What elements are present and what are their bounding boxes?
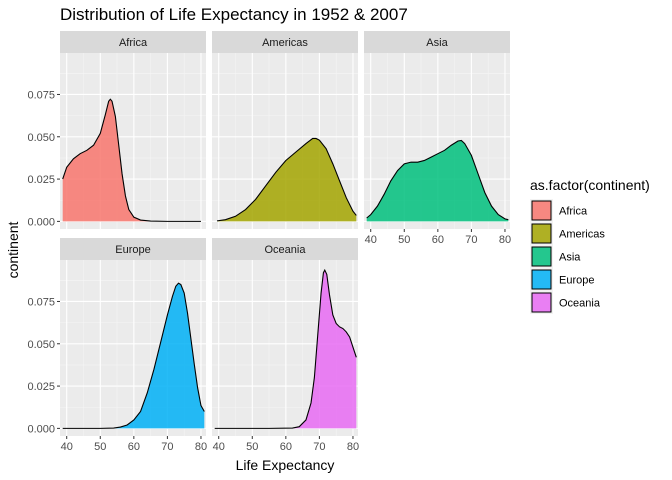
density-line-asia (366, 139, 509, 221)
x-tick-label: 40 (61, 441, 73, 453)
strip-label-africa: Africa (119, 37, 148, 49)
density-area-oceania (214, 270, 357, 429)
y-tick-label: 0.000 (27, 216, 55, 228)
panel-oceania: Oceania 40 50 60 70 80 (212, 238, 359, 453)
strip-label-oceania: Oceania (265, 244, 307, 256)
strip-oceania (212, 238, 358, 260)
legend-label-europe: Europe (559, 275, 594, 287)
legend-title: as.factor(continent) (530, 177, 650, 193)
legend-label-americas: Americas (559, 229, 605, 241)
x-tick-label: 80 (195, 441, 207, 453)
strip-label-asia: Asia (426, 37, 448, 49)
x-tick-label: 70 (313, 441, 325, 453)
x-tick-label: 40 (213, 441, 225, 453)
plot-area-africa: 0.000 0.025 0.050 0.075 (27, 53, 206, 229)
plot-area-americas (212, 53, 358, 229)
y-tick-label: 0.025 (27, 381, 55, 393)
legend-item-americas: Americas (530, 222, 605, 245)
legend-swatch-africa (531, 200, 552, 221)
legend-swatch-asia (531, 246, 552, 267)
legend-swatch-europe (531, 269, 552, 290)
plot-area-asia: 40 50 60 70 80 (364, 53, 511, 246)
strip-asia (364, 31, 510, 53)
x-tick-label: 60 (280, 441, 292, 453)
plot-area-oceania: 40 50 60 70 80 (212, 260, 359, 453)
panel-africa: Africa 0.000 0.025 0.050 0.075 (27, 31, 206, 229)
panel-europe: Europe 0.000 0.025 0.050 0.075 40 50 60 70 80 (27, 238, 207, 453)
density-area-americas (217, 138, 357, 222)
legend-label-africa: Africa (559, 206, 588, 218)
panel-asia: Asia 40 50 60 70 80 (364, 31, 511, 246)
density-area-africa (62, 99, 201, 222)
chart-title: Distribution of Life Expectancy in 1952 … (60, 5, 408, 24)
legend-item-africa: Africa (530, 199, 588, 222)
x-tick-label: 50 (246, 441, 258, 453)
density-line-americas (216, 137, 357, 222)
density-line-africa (62, 98, 201, 222)
x-tick-label: 40 (365, 234, 377, 246)
strip-label-americas: Americas (262, 37, 308, 49)
density-line-europe (62, 282, 205, 429)
strip-europe (60, 238, 206, 260)
panel-americas: Americas (212, 31, 358, 229)
x-tick-label: 60 (432, 234, 444, 246)
y-tick-label: 0.075 (27, 89, 55, 101)
y-tick-label: 0.000 (27, 423, 55, 435)
strip-africa (60, 31, 206, 53)
legend-item-oceania: Oceania (530, 291, 601, 314)
y-tick-label: 0.075 (27, 296, 55, 308)
strip-americas (212, 31, 358, 53)
x-tick-label: 50 (398, 234, 410, 246)
legend-swatch-oceania (531, 292, 552, 313)
legend-label-asia: Asia (559, 252, 581, 264)
x-tick-label: 80 (499, 234, 511, 246)
plot-area-europe: 0.000 0.025 0.050 0.075 40 50 60 70 80 (27, 260, 207, 453)
legend-item-europe: Europe (530, 268, 594, 291)
strip-label-europe: Europe (115, 244, 150, 256)
facet-panels: Africa 0.000 0.025 0.050 0.075 Americas Asia 40… (27, 31, 511, 453)
y-axis-title: continent (5, 221, 21, 278)
density-line-oceania (214, 268, 357, 429)
y-tick-label: 0.050 (27, 132, 55, 144)
x-tick-label: 60 (128, 441, 140, 453)
legend-label-oceania: Oceania (559, 298, 601, 310)
x-axis-title: Life Expectancy (236, 457, 335, 473)
legend-swatch-americas (531, 223, 552, 244)
x-tick-label: 50 (94, 441, 106, 453)
x-tick-label: 70 (161, 441, 173, 453)
x-tick-label: 70 (465, 234, 477, 246)
legend-item-asia: Asia (530, 245, 581, 268)
y-tick-label: 0.050 (27, 339, 55, 351)
density-area-europe (62, 283, 205, 429)
x-tick-label: 80 (347, 441, 359, 453)
y-tick-label: 0.025 (27, 174, 55, 186)
legend: as.factor(continent) Africa Americas Asia E… (530, 177, 650, 314)
